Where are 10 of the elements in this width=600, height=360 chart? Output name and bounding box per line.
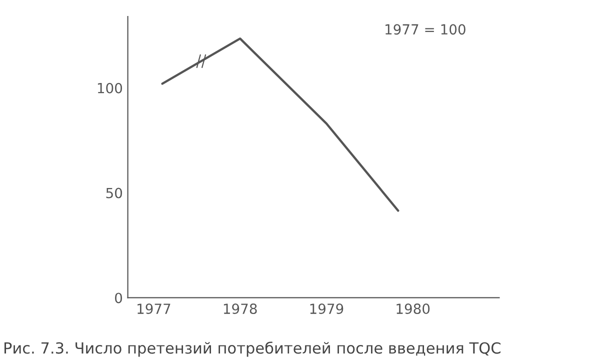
x-tick-label: 1980 xyxy=(396,304,430,314)
y-tick-label: 0 xyxy=(115,292,122,304)
y-tick-label: 100 xyxy=(98,82,122,94)
x-tick-label: 1978 xyxy=(224,304,257,314)
x-tick-label: 1977 xyxy=(138,304,170,314)
line-series xyxy=(161,37,400,212)
x-tick-label: 1979 xyxy=(310,304,344,314)
annotation: 1977 = 100 xyxy=(386,24,466,35)
y-tick-label: 50 xyxy=(106,188,122,198)
text: Рис. 7.3. Число претензий потребителей после введения TQC xyxy=(4,342,500,357)
